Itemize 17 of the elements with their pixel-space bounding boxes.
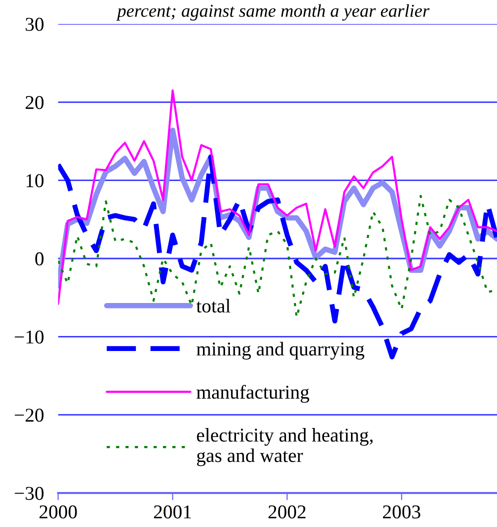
y-tick-label: 20 bbox=[26, 96, 44, 110]
x-tick-label: 2002 bbox=[268, 505, 306, 518]
chart-subtitle: percent; against same month a year earlier bbox=[116, 4, 430, 21]
y-tick-label: −20 bbox=[14, 408, 44, 422]
y-tick-label: 10 bbox=[26, 174, 44, 188]
x-tick-label: 2001 bbox=[154, 505, 191, 518]
legend-label: manufacturing bbox=[196, 384, 310, 403]
y-tick-label: −30 bbox=[14, 486, 44, 500]
line-series bbox=[58, 154, 497, 360]
legend-label: total bbox=[196, 298, 230, 313]
y-tick-label: 0 bbox=[35, 252, 44, 266]
x-tick-label: 2003 bbox=[383, 505, 420, 518]
y-tick-label: −10 bbox=[14, 330, 44, 344]
legend-label: electricity and heating, gas and water bbox=[196, 428, 373, 466]
y-tick-label: 30 bbox=[26, 18, 44, 31]
x-tick-label: 2000 bbox=[40, 505, 77, 518]
legend-label: mining and quarrying bbox=[196, 342, 364, 360]
